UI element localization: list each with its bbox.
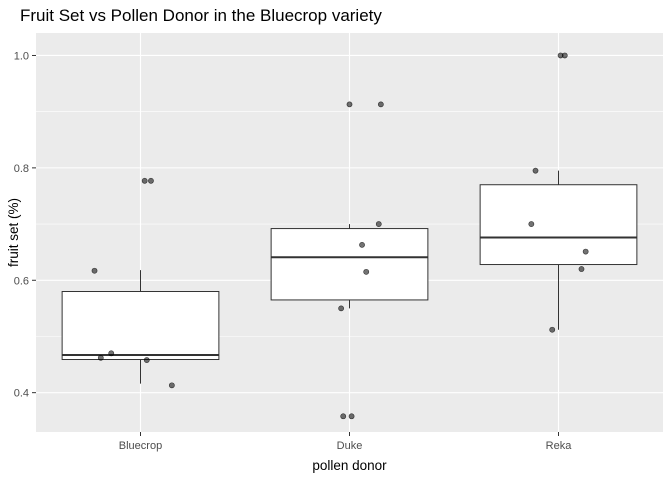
data-point	[582, 248, 589, 255]
data-point	[363, 268, 370, 275]
points-layer	[91, 52, 589, 420]
y-axis-title: fruit set (%)	[6, 198, 21, 267]
y-tick-label: 1.0	[14, 50, 29, 62]
data-point	[346, 101, 353, 108]
data-point	[338, 305, 345, 312]
data-point	[168, 382, 175, 389]
x-tick-label: Reka	[546, 440, 573, 452]
box-bluecrop	[61, 270, 220, 384]
data-point	[375, 221, 382, 227]
boxes-layer	[61, 170, 638, 384]
box-body	[270, 228, 429, 301]
data-point	[141, 177, 148, 184]
y-tick-label: 0.8	[14, 163, 29, 175]
data-point	[532, 167, 539, 174]
data-point	[91, 267, 98, 274]
data-point	[108, 350, 115, 357]
y-tick-label: 0.4	[14, 388, 29, 400]
data-point	[359, 241, 365, 248]
data-point	[143, 357, 150, 363]
data-point	[148, 177, 154, 184]
x-tick-label: Bluecrop	[119, 440, 162, 452]
box-reka	[479, 170, 638, 330]
box-duke	[270, 224, 429, 309]
data-point	[528, 221, 535, 227]
data-point	[97, 354, 104, 361]
box-body	[479, 184, 638, 266]
box-body	[61, 291, 220, 361]
x-tick-label: Duke	[337, 440, 363, 452]
data-point	[561, 52, 568, 59]
data-point	[549, 326, 556, 333]
x-axis-title: pollen donor	[312, 458, 387, 473]
chart-title: Fruit Set vs Pollen Donor in the Bluecro…	[20, 6, 382, 25]
data-point	[377, 101, 384, 108]
y-axis: 0.4 0.6 0.8 1.0	[14, 50, 36, 400]
data-point	[348, 413, 355, 420]
y-tick-label: 0.6	[14, 275, 29, 287]
x-axis: Bluecrop Duke Reka	[119, 432, 572, 452]
data-point	[340, 413, 347, 420]
data-point	[578, 266, 585, 272]
